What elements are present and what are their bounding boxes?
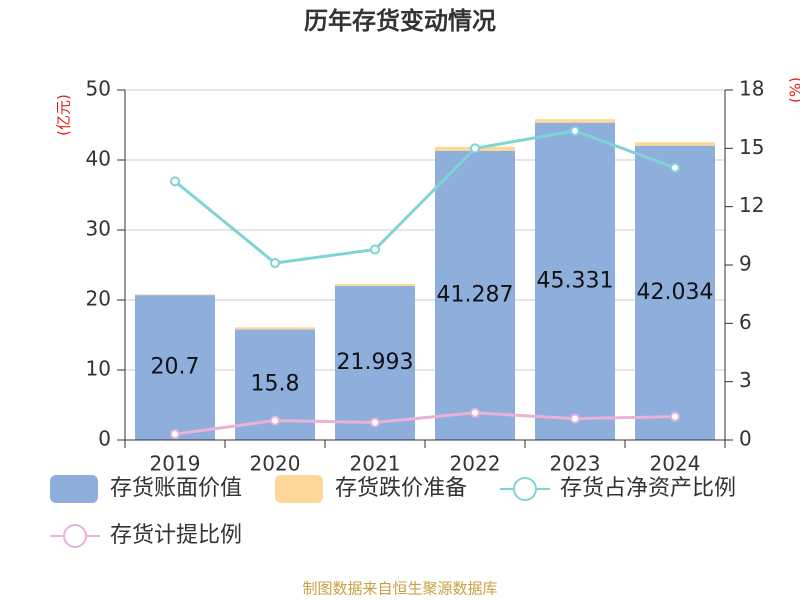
legend-marker	[63, 524, 87, 548]
line-point	[670, 411, 680, 422]
line-point	[570, 125, 580, 136]
y2-tick-label: 6	[739, 310, 752, 334]
bar	[535, 122, 615, 441]
legend-swatch	[50, 475, 98, 503]
bar	[535, 119, 615, 123]
line	[174, 411, 676, 436]
line-point	[270, 258, 280, 269]
y2-tick-label: 9	[739, 252, 752, 276]
y-tick-label: 20	[86, 287, 111, 311]
x-tick-label: 2021	[350, 452, 401, 476]
y-tick-label: 40	[86, 147, 111, 171]
bar	[335, 286, 415, 440]
bar	[335, 283, 415, 287]
x-tick-label: 2023	[550, 452, 601, 476]
data-label: 41.287	[437, 282, 514, 307]
y-tick-label: 0	[98, 427, 111, 451]
legend-swatch	[275, 475, 323, 503]
legend-item: 存货占净资产比例	[500, 476, 736, 501]
source-note: 制图数据来自恒生聚源数据库	[302, 580, 497, 598]
legend-item: 存货计提比例	[50, 523, 242, 548]
bar	[235, 327, 315, 330]
legend-label: 存货计提比例	[110, 523, 242, 548]
line-point	[370, 417, 380, 428]
legend-label: 存货跌价准备	[335, 476, 467, 501]
chart-title: 历年存货变动情况	[304, 7, 496, 35]
bar	[635, 142, 715, 146]
y-tick-label: 50	[86, 77, 111, 101]
line-point	[370, 244, 380, 255]
data-label: 20.7	[151, 355, 200, 380]
y-tick-label: 30	[86, 217, 111, 241]
legend-label: 存货账面价值	[110, 476, 242, 501]
legend-marker	[513, 477, 537, 501]
bar	[135, 294, 215, 296]
legend-item: 存货账面价值	[50, 475, 242, 503]
line-point	[670, 162, 680, 173]
y2-tick-label: 12	[739, 193, 764, 217]
bar	[135, 295, 215, 440]
line-point	[570, 413, 580, 424]
line-point	[170, 429, 180, 440]
bar	[635, 145, 715, 440]
line-point	[270, 415, 280, 426]
line	[174, 129, 676, 265]
y2-tick-label: 18	[739, 77, 764, 101]
line-point	[470, 143, 480, 154]
x-tick-label: 2022	[450, 452, 501, 476]
y-tick-label: 10	[86, 357, 111, 381]
y2-axis-label: (%)	[787, 77, 800, 103]
data-label: 15.8	[251, 372, 300, 397]
legend-label: 存货占净资产比例	[560, 476, 736, 501]
data-label: 42.034	[637, 280, 714, 305]
y-axis-label: (亿元)	[55, 94, 73, 136]
y2-tick-label: 3	[739, 368, 752, 392]
data-label: 45.331	[537, 268, 614, 293]
y2-tick-label: 0	[739, 427, 752, 451]
legend-item: 存货跌价准备	[275, 475, 467, 503]
line-point	[170, 176, 180, 187]
data-label: 21.993	[337, 350, 414, 375]
line-point	[470, 407, 480, 418]
y2-tick-label: 15	[739, 135, 764, 159]
x-tick-label: 2019	[150, 452, 201, 476]
x-tick-label: 2020	[250, 452, 301, 476]
x-tick-label: 2024	[650, 452, 701, 476]
bar	[435, 150, 515, 440]
